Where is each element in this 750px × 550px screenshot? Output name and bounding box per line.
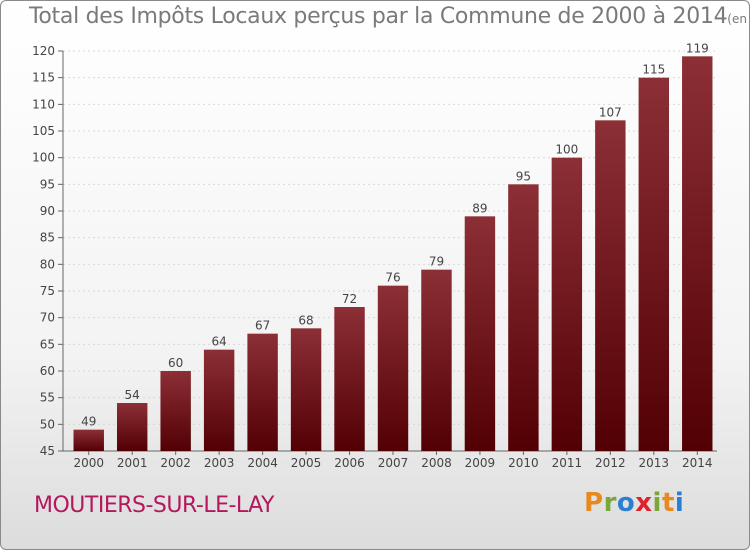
bar-value-label: 67: [255, 319, 270, 333]
y-tick-label: 45: [40, 444, 55, 458]
brand-letter: x: [635, 488, 653, 518]
y-tick-label: 85: [40, 231, 55, 245]
x-tick-label: 2003: [204, 456, 235, 470]
chart-title-text: Total des Impôts Locaux perçus par la Co…: [29, 4, 728, 29]
brand-letter: t: [661, 488, 675, 518]
bar-2012: [595, 120, 626, 451]
bar-value-label: 68: [298, 313, 313, 327]
bar-2002: [160, 371, 191, 451]
bar-2013: [638, 77, 670, 452]
y-tick-label: 50: [40, 417, 55, 431]
bar-2001: [116, 403, 148, 451]
bar-2000: [73, 429, 104, 451]
bar-value-label: 72: [342, 292, 357, 306]
x-tick-label: 2000: [73, 456, 104, 470]
y-tick-label: 100: [32, 151, 55, 165]
y-tick-label: 120: [32, 44, 55, 58]
bar-value-label: 76: [385, 271, 400, 285]
bar-2007: [377, 285, 409, 451]
bar-2010: [508, 184, 539, 452]
bar-value-label: 89: [472, 201, 487, 215]
unit-label: (en milliers d'€): [727, 12, 749, 26]
bar-value-label: 79: [429, 255, 444, 269]
x-tick-label: 2002: [160, 456, 191, 470]
y-tick-label: 60: [40, 364, 55, 378]
y-tick-label: 115: [32, 71, 55, 85]
bar-2011: [551, 157, 583, 451]
bar-2006: [334, 307, 365, 451]
brand-letter: r: [603, 488, 617, 518]
bar-value-label: 49: [81, 415, 96, 429]
bar-value-label: 115: [642, 63, 665, 77]
y-tick-label: 90: [40, 204, 55, 218]
y-tick-label: 80: [40, 257, 55, 271]
y-tick-label: 55: [40, 391, 55, 405]
brand-letter: o: [616, 488, 636, 518]
proxiti-logo: Proxiti: [584, 488, 684, 518]
y-tick-label: 65: [40, 337, 55, 351]
x-tick-label: 2012: [595, 456, 626, 470]
x-tick-label: 2005: [291, 456, 322, 470]
y-tick-label: 70: [40, 311, 55, 325]
brand-letter: i: [674, 488, 685, 518]
x-tick-label: 2009: [465, 456, 496, 470]
bar-value-label: 95: [516, 169, 531, 183]
x-tick-label: 2006: [334, 456, 365, 470]
x-tick-label: 2010: [508, 456, 539, 470]
bar-value-label: 54: [125, 388, 140, 402]
x-tick-label: 2007: [378, 456, 409, 470]
bar-value-label: 64: [211, 335, 226, 349]
bar-2004: [247, 333, 278, 451]
brand-letter: i: [652, 488, 662, 518]
bar-value-label: 100: [555, 143, 578, 157]
x-tick-label: 2011: [552, 456, 583, 470]
x-tick-label: 2014: [682, 456, 713, 470]
x-tick-label: 2001: [117, 456, 148, 470]
bar-value-label: 107: [599, 105, 622, 119]
bar-2005: [290, 328, 322, 451]
bar-value-label: 60: [168, 356, 183, 370]
chart-title: Total des Impôts Locaux perçus par la Co…: [29, 4, 749, 29]
bar-2014: [682, 56, 713, 451]
commune-name: MOUTIERS-SUR-LE-LAY: [34, 493, 274, 518]
bar-2009: [464, 216, 496, 451]
bar-2008: [421, 269, 452, 451]
y-tick-label: 105: [32, 124, 55, 138]
x-tick-label: 2008: [421, 456, 452, 470]
y-tick-label: 75: [40, 284, 55, 298]
bar-value-label: 119: [686, 41, 709, 55]
x-tick-label: 2013: [639, 456, 670, 470]
y-tick-label: 110: [32, 97, 55, 111]
bar-2003: [203, 349, 235, 451]
y-tick-label: 95: [40, 177, 55, 191]
brand-letter: P: [584, 488, 604, 518]
x-tick-label: 2004: [247, 456, 278, 470]
